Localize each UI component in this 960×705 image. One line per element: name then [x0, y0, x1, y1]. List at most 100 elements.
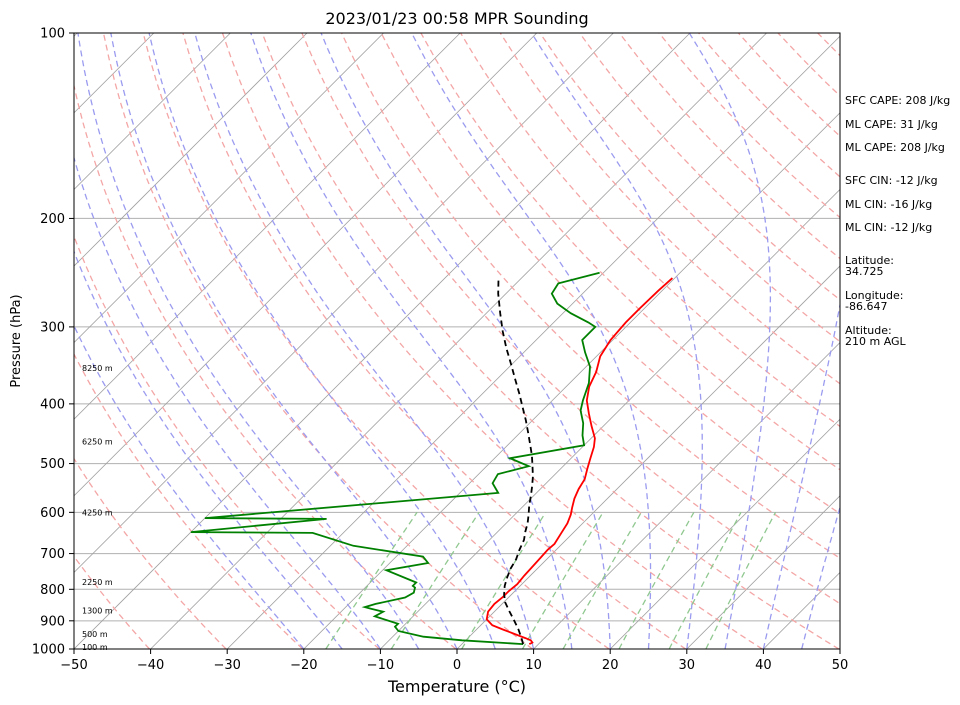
y-tick-label: 900	[40, 614, 65, 629]
isotherm-line	[150, 33, 767, 649]
height-labels: 100 m 500 m 1300 m 2250 m 4250 m 6250 m 8250 m	[82, 364, 113, 652]
moist-adiabat-line	[77, 33, 420, 649]
moist-adiabat-line	[194, 33, 535, 649]
stats-annotations: SFC CAPE: 208 J/kg ML CAPE: 31 J/kg ML CAP…	[845, 94, 950, 348]
dry-adiabat-line	[221, 33, 763, 649]
x-tick-label: 0	[453, 658, 461, 673]
mixing-ratio-line	[325, 511, 418, 649]
mixing-ratio-line	[562, 511, 642, 649]
moist-adiabat-line	[801, 504, 840, 649]
temperature-line	[485, 277, 673, 645]
dry-adiabat-line	[182, 33, 687, 649]
isotherm-line	[74, 33, 384, 344]
y-tick-label: 600	[40, 506, 65, 521]
moist-adiabat-line	[250, 33, 573, 649]
x-axis-label: Temperature (°C)	[387, 677, 526, 696]
dry-adiabat-line	[261, 33, 840, 649]
height-label: 2250 m	[82, 578, 113, 587]
isotherm-line	[609, 418, 840, 649]
isotherm-line	[74, 33, 308, 267]
mixing-ratio-line	[390, 511, 480, 649]
dry-adiabat-line	[579, 33, 840, 301]
height-label: 100 m	[82, 643, 108, 652]
isotherm-line	[456, 265, 840, 649]
isotherm-line	[303, 112, 840, 649]
isotherm-line	[74, 33, 231, 190]
y-axis: 1000 900 800 700 600 500 400 300 200 100	[32, 27, 74, 658]
x-tick-label: 50	[832, 658, 849, 673]
mixing-ratio-line	[461, 511, 547, 649]
background-lines	[0, 33, 960, 649]
isotherm-line	[0, 33, 1, 649]
moist-adiabat-line	[148, 33, 496, 649]
y-tick-label: 500	[40, 457, 65, 472]
stats-annotation: Latitude:	[845, 254, 894, 267]
dry-adiabat-line	[142, 33, 610, 649]
stats-annotation: SFC CIN: -12 J/kg	[845, 174, 938, 187]
height-label: 4250 m	[82, 508, 113, 517]
moist-adiabat-line	[74, 155, 381, 649]
moist-adiabat-line	[531, 33, 703, 649]
y-tick-label: 100	[40, 27, 65, 42]
dry-adiabat-line	[937, 33, 960, 649]
height-label: 6250 m	[82, 437, 113, 446]
x-tick-label: −50	[60, 658, 87, 673]
stats-annotation: ML CAPE: 31 J/kg	[845, 118, 938, 131]
x-tick-label: −20	[290, 658, 317, 673]
y-tick-label: 700	[40, 547, 65, 562]
stats-annotation: Altitude:	[845, 324, 892, 337]
dry-adiabat-line	[74, 83, 457, 649]
isotherm-line	[533, 342, 840, 649]
x-tick-label: −10	[367, 658, 394, 673]
stats-annotation: ML CAPE: 208 J/kg	[845, 141, 945, 154]
x-tick-label: −30	[213, 658, 240, 673]
y-tick-label: 1000	[32, 643, 65, 658]
stats-annotation: SFC CAPE: 208 J/kg	[845, 94, 950, 107]
stats-annotation: -86.647	[845, 300, 887, 313]
series-layer	[190, 271, 673, 645]
isotherm-line	[226, 35, 840, 649]
stats-annotation: 210 m AGL	[845, 335, 907, 348]
chart-title: 2023/01/23 00:58 MPR Sounding	[325, 9, 588, 28]
x-axis: −50 −40 −30 −20 −10 0 10 20 30 40 50	[60, 649, 848, 673]
isotherm-line	[380, 188, 840, 649]
parcel-line	[497, 278, 534, 645]
isotherm-line	[74, 33, 538, 497]
dewpoint-line	[190, 271, 600, 645]
x-tick-label: −40	[137, 658, 164, 673]
isotherm-line	[74, 33, 691, 649]
moist-adiabat-line	[74, 249, 343, 649]
stats-annotation: 34.725	[845, 265, 884, 278]
y-axis-label: Pressure (hPa)	[9, 294, 24, 387]
x-tick-label: 30	[679, 658, 696, 673]
y-tick-label: 300	[40, 320, 65, 335]
stats-annotation: ML CIN: -12 J/kg	[845, 221, 932, 234]
x-tick-label: 20	[602, 658, 619, 673]
moist-adiabat-line	[110, 33, 458, 649]
height-label: 1300 m	[82, 607, 113, 616]
plot-frame	[73, 32, 841, 650]
x-tick-label: 40	[755, 658, 772, 673]
isotherm-line	[74, 33, 461, 420]
x-tick-label: 10	[525, 658, 542, 673]
dry-adiabat-line	[74, 352, 304, 649]
moist-adiabat-line	[411, 33, 652, 649]
y-tick-label: 400	[40, 397, 65, 412]
y-tick-label: 800	[40, 583, 65, 598]
mixing-ratio-line	[668, 511, 742, 649]
isotherm-line	[74, 33, 614, 573]
y-tick-label: 200	[40, 212, 65, 227]
dry-adiabat-line	[74, 234, 380, 649]
moist-adiabat-line	[688, 33, 772, 649]
height-label: 8250 m	[82, 364, 113, 373]
dry-adiabat-line	[102, 33, 533, 649]
mixing-ratio-line	[521, 511, 604, 649]
isotherm-line	[686, 495, 840, 649]
height-label: 500 m	[82, 630, 108, 639]
moist-adiabat-line	[320, 33, 611, 649]
stats-annotation: ML CIN: -16 J/kg	[845, 198, 932, 211]
stats-annotation: Longitude:	[845, 289, 903, 302]
moist-adiabat-line	[762, 301, 840, 649]
mixing-ratio-line	[705, 511, 777, 649]
